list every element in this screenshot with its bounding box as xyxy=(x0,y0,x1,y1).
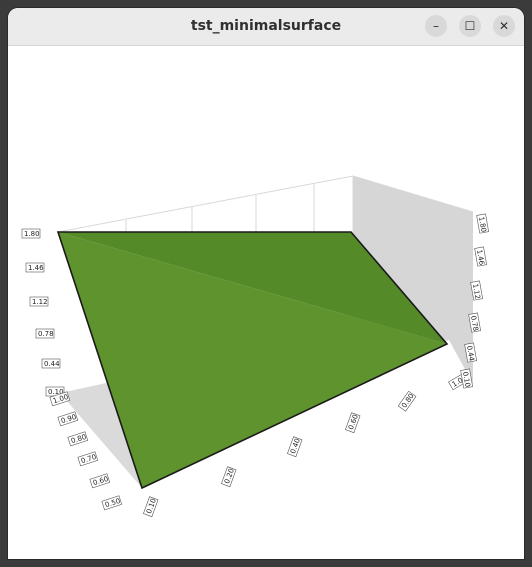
right-axis: 1.80 1.46 1.12 0.78 0.44 xyxy=(460,213,489,389)
tick-label: 0.44 xyxy=(44,360,60,368)
tick-box xyxy=(77,451,99,467)
tick-box xyxy=(287,436,303,458)
close-icon: ✕ xyxy=(498,19,510,33)
tick-box xyxy=(470,280,483,301)
surface-plot[interactable]: 1.80 1.46 1.12 0.78 0.44 0.10 1.00 xyxy=(8,46,524,559)
tick-box xyxy=(35,328,55,339)
left-axis: 1.80 1.46 1.12 0.78 0.44 0.10 xyxy=(21,228,65,397)
tick-label: 1.80 xyxy=(24,230,40,238)
tick-label: 1.46 xyxy=(475,249,486,266)
surface-outline xyxy=(56,231,449,490)
tick-box xyxy=(67,431,89,447)
tick-box xyxy=(29,296,49,307)
tick-box xyxy=(25,262,45,273)
depth-axis: 1.00 0.90 0.80 0.70 0.60 xyxy=(49,391,123,511)
tick-box xyxy=(460,368,473,389)
tick-box xyxy=(221,466,237,488)
tick-box xyxy=(464,342,477,363)
tick-label: 0.10 xyxy=(48,388,64,396)
tick-label: 0.10 xyxy=(461,371,472,388)
title-bar[interactable]: tst_minimalsurface – ☐ ✕ xyxy=(8,8,524,46)
tick-label: 0.44 xyxy=(465,345,476,362)
tick-box xyxy=(57,411,79,427)
maximize-icon: ☐ xyxy=(464,19,476,33)
app-window: tst_minimalsurface – ☐ ✕ xyxy=(8,8,524,559)
tick-box xyxy=(468,312,481,333)
window-title: tst_minimalsurface xyxy=(190,18,342,34)
surface-dark-triangle xyxy=(58,232,447,344)
surface-light-triangle xyxy=(58,232,447,488)
tick-box xyxy=(101,495,123,511)
close-button[interactable]: ✕ xyxy=(493,15,515,37)
tick-label: 0.78 xyxy=(38,330,54,338)
back-wall-grid xyxy=(57,175,474,329)
tick-box xyxy=(476,213,489,234)
tick-label: 1.80 xyxy=(477,216,488,233)
tick-label: 0.78 xyxy=(469,315,480,332)
tick-label: 1.12 xyxy=(32,298,48,306)
tick-box xyxy=(49,391,71,407)
tick-label: 1.46 xyxy=(28,264,44,272)
tick-box xyxy=(143,496,159,518)
maximize-button[interactable]: ☐ xyxy=(459,15,481,37)
tick-box xyxy=(345,412,361,434)
tick-box xyxy=(89,473,111,489)
tick-box xyxy=(21,228,41,239)
plot-canvas[interactable]: 1.80 1.46 1.12 0.78 0.44 0.10 1.00 xyxy=(8,46,524,559)
minimize-icon: – xyxy=(433,19,439,33)
tick-label: 1.12 xyxy=(471,283,482,300)
tick-box xyxy=(474,246,487,267)
minimize-button[interactable]: – xyxy=(425,15,447,37)
tick-box xyxy=(397,390,417,412)
tick-box xyxy=(41,358,61,369)
